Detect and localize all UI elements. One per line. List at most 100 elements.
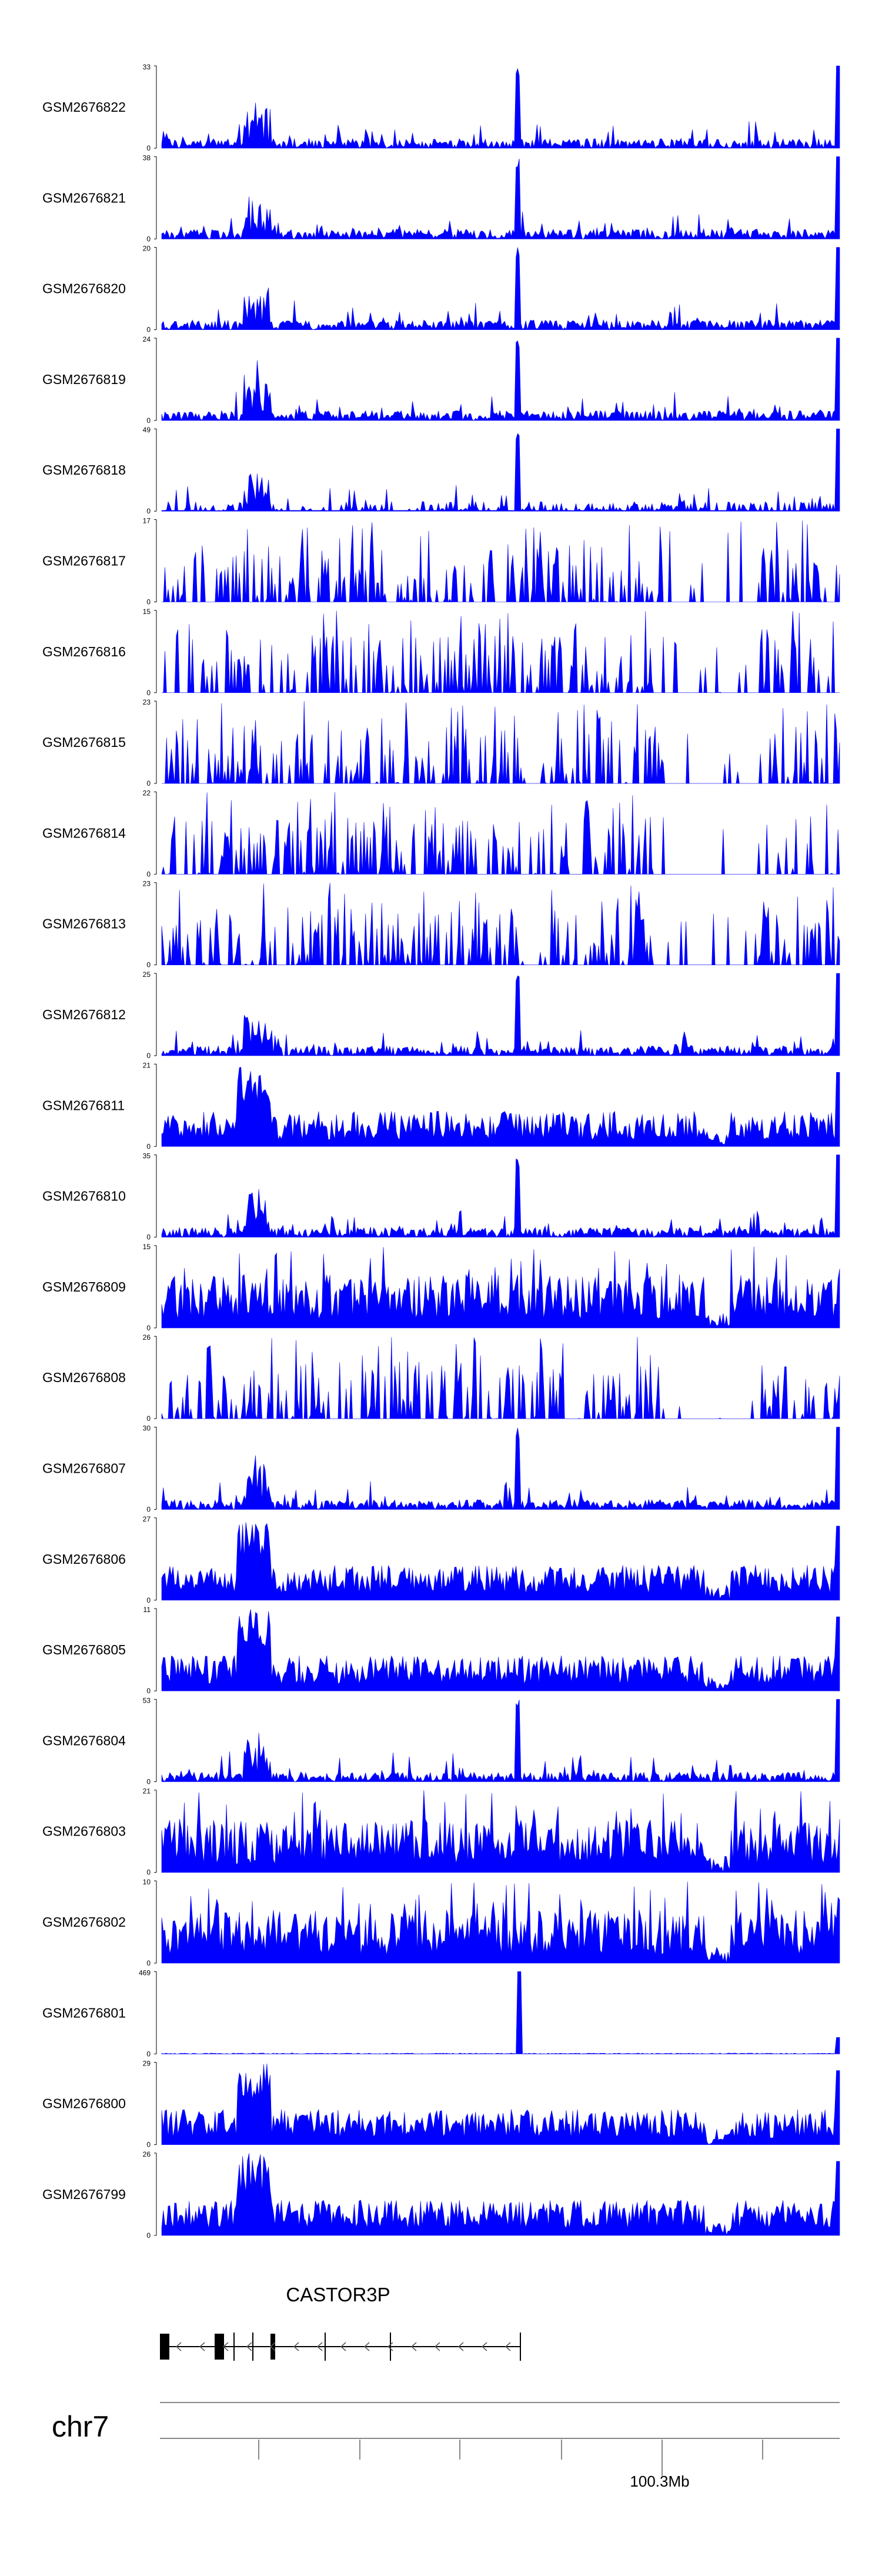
track-ymax-label: 53 — [143, 1696, 151, 1704]
coverage-area — [161, 1881, 840, 1964]
coverage-area — [161, 883, 840, 966]
track-ymax-label: 10 — [143, 1878, 151, 1886]
strand-arrow-icon — [222, 2342, 229, 2351]
coverage-track: GSM2676817 17 0 — [42, 517, 840, 606]
coverage-track: GSM2676807 30 0 — [42, 1424, 840, 1514]
track-ymin-label: 0 — [146, 1506, 151, 1514]
track-ymin-label: 0 — [146, 1959, 151, 1967]
strand-arrow-icon — [316, 2342, 323, 2351]
coverage-area — [161, 428, 840, 512]
track-ymin-label: 0 — [146, 2141, 151, 2149]
track-ymin-label: 0 — [146, 1687, 151, 1695]
track-ymin-label: 0 — [146, 779, 151, 788]
track-label: GSM2676818 — [42, 462, 126, 478]
track-ymin-label: 0 — [146, 2231, 151, 2240]
track-ymax-label: 33 — [143, 63, 151, 71]
track-ymax-label: 17 — [143, 517, 151, 525]
track-ymax-label: 26 — [143, 2150, 151, 2158]
chromosome-label: chr7 — [52, 2410, 109, 2443]
track-ymin-label: 0 — [146, 1142, 151, 1150]
track-ymin-label: 0 — [146, 870, 151, 878]
track-label: GSM2676817 — [42, 553, 126, 569]
track-label: GSM2676800 — [42, 2096, 126, 2111]
coverage-area — [161, 1790, 840, 1873]
track-label: GSM2676799 — [42, 2187, 126, 2202]
coverage-track: GSM2676800 29 0 — [42, 2060, 840, 2149]
coverage-area — [162, 520, 840, 603]
track-ymax-label: 22 — [143, 789, 151, 797]
track-label: GSM2676819 — [42, 372, 126, 387]
track-ymax-label: 49 — [143, 426, 151, 434]
gene-exon — [215, 2334, 224, 2360]
strand-arrow-icon — [387, 2342, 393, 2351]
strand-arrow-icon — [481, 2342, 487, 2351]
coverage-track: GSM2676808 26 0 — [42, 1333, 840, 1423]
coverage-track: GSM2676815 23 0 — [42, 698, 840, 788]
track-label: GSM2676813 — [42, 916, 126, 932]
track-label: GSM2676822 — [42, 99, 126, 115]
coverage-track: GSM2676811 21 0 — [42, 1061, 840, 1150]
track-label: GSM2676812 — [42, 1007, 126, 1022]
coverage-track: GSM2676802 10 0 — [42, 1878, 840, 1967]
track-ymax-label: 27 — [143, 1515, 151, 1523]
track-label: GSM2676814 — [42, 825, 126, 840]
track-ymax-label: 15 — [143, 1243, 151, 1251]
strand-arrow-icon — [293, 2342, 299, 2351]
track-ymax-label: 469 — [139, 1968, 151, 1977]
strand-arrow-icon — [269, 2342, 276, 2351]
track-ymax-label: 26 — [143, 1333, 151, 1342]
track-ymin-label: 0 — [146, 2050, 151, 2058]
track-label: GSM2676809 — [42, 1279, 126, 1294]
gene-track: CASTOR3P — [160, 2284, 521, 2361]
track-ymin-label: 0 — [146, 235, 151, 243]
coverage-area — [161, 1427, 840, 1510]
strand-arrow-icon — [363, 2342, 370, 2351]
coverage-track: GSM2676814 22 0 — [42, 789, 840, 878]
coverage-track: GSM2676809 15 0 — [42, 1243, 840, 1332]
coverage-track: GSM2676799 26 0 — [42, 2150, 840, 2240]
track-label: GSM2676804 — [42, 1733, 126, 1748]
track-ymin-label: 0 — [146, 144, 151, 152]
coverage-track: GSM2676818 49 0 — [42, 426, 840, 515]
strand-arrow-icon — [457, 2342, 464, 2351]
coverage-area — [161, 156, 840, 240]
track-ymin-label: 0 — [146, 1324, 151, 1332]
track-ymax-label: 23 — [143, 880, 151, 888]
coverage-area — [161, 247, 840, 330]
track-label: GSM2676810 — [42, 1189, 126, 1204]
strand-arrow-icon — [246, 2342, 252, 2351]
track-ymax-label: 24 — [143, 335, 151, 343]
coverage-area — [161, 1699, 840, 1783]
coordinate-tick-label: 100.3Mb — [630, 2472, 689, 2490]
track-ymin-label: 0 — [146, 1596, 151, 1604]
coverage-area — [161, 1337, 840, 1420]
coordinate-ticks — [258, 2440, 763, 2476]
track-label: GSM2676803 — [42, 1824, 126, 1839]
track-label: GSM2676820 — [42, 281, 126, 296]
track-ymin-label: 0 — [146, 326, 151, 334]
track-ymin-label: 0 — [146, 1233, 151, 1242]
strand-arrow-icon — [410, 2342, 417, 2351]
coverage-area — [161, 2153, 840, 2236]
track-ymax-label: 21 — [143, 1061, 151, 1069]
coverage-track: GSM2676822 33 0 — [42, 63, 840, 152]
gene-exon — [160, 2334, 169, 2360]
coverage-area — [161, 1609, 840, 1691]
coverage-area — [161, 338, 840, 421]
gene-exon — [270, 2334, 275, 2360]
coverage-track: GSM2676801 469 0 — [42, 1968, 840, 2058]
track-label: GSM2676801 — [42, 2005, 126, 2020]
track-label: GSM2676805 — [42, 1642, 126, 1657]
coverage-track: GSM2676805 11 0 — [42, 1606, 840, 1695]
track-ymax-label: 35 — [143, 1152, 151, 1160]
coverage-area — [161, 1246, 840, 1329]
track-ymax-label: 21 — [143, 1787, 151, 1796]
gene-name-label: CASTOR3P — [286, 2284, 390, 2305]
strand-arrow-icon — [340, 2342, 346, 2351]
track-ymax-label: 15 — [143, 608, 151, 616]
strand-arrow-icon — [434, 2342, 440, 2351]
track-ymin-label: 0 — [146, 1868, 151, 1877]
coverage-track: GSM2676816 15 0 — [42, 608, 840, 697]
coverage-area — [161, 792, 840, 875]
